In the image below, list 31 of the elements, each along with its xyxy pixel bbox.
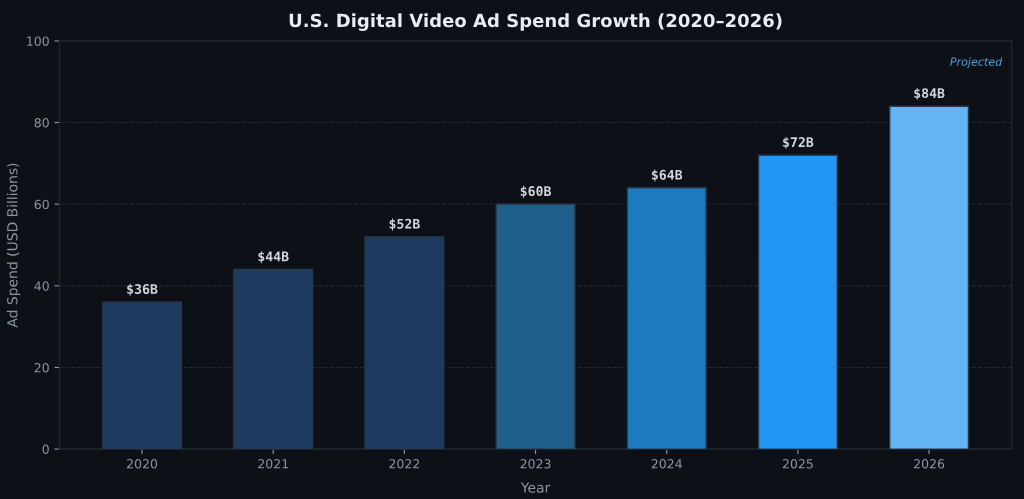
y-axis-title: Ad Spend (USD Billions) bbox=[6, 163, 21, 328]
x-tick-label: 2023 bbox=[520, 459, 551, 469]
x-tick-label: 2026 bbox=[914, 459, 945, 469]
x-tick-label: 2020 bbox=[127, 459, 158, 469]
x-tick-label: 2021 bbox=[258, 459, 288, 469]
bar bbox=[889, 105, 970, 450]
data-label: $72B bbox=[783, 136, 814, 149]
annotation: Projected bbox=[950, 57, 1003, 68]
x-tick-label: 2024 bbox=[651, 459, 682, 469]
bar bbox=[233, 268, 314, 450]
y-tick-label: 100 bbox=[27, 36, 49, 46]
bar bbox=[495, 203, 576, 450]
data-label: $84B bbox=[914, 87, 945, 100]
data-label: $52B bbox=[389, 218, 420, 231]
data-label: $64B bbox=[651, 169, 683, 182]
data-label: $36B bbox=[127, 283, 158, 296]
x-tick-label: 2025 bbox=[782, 459, 813, 469]
data-label: $44B bbox=[258, 251, 289, 264]
data-label: $60B bbox=[520, 185, 551, 198]
y-tick-label: 60 bbox=[34, 199, 49, 210]
y-tick-label: 80 bbox=[34, 118, 49, 128]
x-tick-label: 2022 bbox=[389, 459, 420, 469]
y-tick-label: 0 bbox=[42, 444, 49, 455]
chart-title: U.S. Digital Video Ad Spend Growth (2020–2026) bbox=[289, 13, 782, 31]
bar bbox=[757, 154, 838, 450]
bar bbox=[626, 187, 707, 450]
x-axis-title: Year bbox=[520, 482, 551, 493]
y-tick-label: 40 bbox=[34, 281, 49, 291]
bar bbox=[364, 236, 445, 450]
bar bbox=[101, 301, 183, 450]
y-tick-label: 20 bbox=[34, 362, 49, 373]
